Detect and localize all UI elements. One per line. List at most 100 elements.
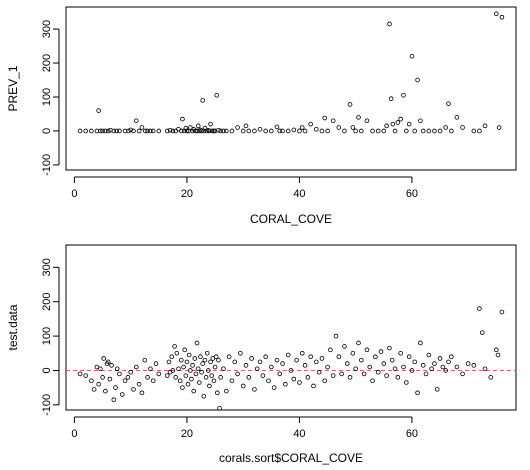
data-point bbox=[308, 354, 313, 360]
data-point bbox=[201, 393, 207, 399]
data-point bbox=[214, 92, 220, 98]
data-point bbox=[197, 128, 202, 134]
data-point bbox=[257, 359, 263, 365]
data-point bbox=[339, 371, 344, 377]
data-point bbox=[342, 128, 347, 134]
data-point bbox=[359, 357, 364, 363]
data-point bbox=[136, 128, 142, 134]
data-point bbox=[488, 375, 493, 380]
data-point bbox=[201, 128, 207, 134]
data-point bbox=[495, 352, 501, 358]
data-point bbox=[311, 383, 316, 389]
data-point bbox=[101, 356, 106, 361]
data-point bbox=[308, 121, 313, 127]
data-point bbox=[257, 126, 263, 132]
data-point bbox=[390, 121, 396, 127]
data-point bbox=[150, 128, 156, 134]
data-point bbox=[314, 126, 319, 132]
data-point bbox=[401, 364, 406, 370]
data-point bbox=[367, 364, 373, 370]
data-point bbox=[164, 373, 170, 378]
data-point bbox=[271, 385, 277, 390]
data-point bbox=[333, 333, 339, 339]
data-point bbox=[179, 357, 184, 363]
data-point bbox=[460, 371, 465, 377]
x-tick-label: 60 bbox=[406, 188, 418, 200]
data-point bbox=[232, 359, 238, 365]
data-point bbox=[83, 373, 88, 378]
data-point bbox=[105, 128, 111, 134]
data-point bbox=[404, 380, 409, 385]
data-point bbox=[387, 345, 392, 351]
data-point bbox=[432, 128, 437, 134]
data-point bbox=[277, 371, 283, 377]
data-point bbox=[190, 363, 195, 368]
data-point bbox=[114, 366, 120, 372]
data-point bbox=[145, 375, 150, 380]
y-tick-label: 300 bbox=[41, 258, 53, 276]
data-point bbox=[494, 347, 499, 353]
data-point bbox=[105, 359, 111, 365]
data-point bbox=[384, 373, 389, 378]
data-point bbox=[389, 357, 395, 363]
data-point bbox=[373, 354, 378, 360]
x-axis-label: CORAL_COVE bbox=[250, 212, 332, 226]
data-point bbox=[302, 128, 308, 134]
y-axis-label: PREV_1 bbox=[6, 65, 20, 111]
x-tick-label: 20 bbox=[181, 428, 193, 440]
data-point bbox=[370, 128, 375, 134]
data-point bbox=[277, 128, 283, 134]
data-point bbox=[216, 127, 221, 133]
data-point bbox=[217, 405, 222, 411]
data-point bbox=[218, 375, 223, 380]
data-point bbox=[274, 124, 280, 130]
y-tick-label: -100 bbox=[41, 154, 53, 176]
data-point bbox=[412, 128, 418, 134]
data-point bbox=[180, 116, 185, 122]
data-point bbox=[269, 364, 274, 370]
data-point bbox=[370, 378, 375, 384]
data-point bbox=[77, 371, 83, 377]
data-point bbox=[409, 53, 415, 59]
data-point bbox=[319, 128, 325, 134]
data-point bbox=[218, 128, 223, 134]
data-point bbox=[91, 387, 97, 392]
data-point bbox=[322, 115, 328, 121]
data-point bbox=[198, 354, 203, 360]
data-point bbox=[100, 128, 105, 134]
data-point bbox=[204, 350, 210, 356]
data-point bbox=[98, 128, 103, 134]
data-point bbox=[243, 363, 249, 368]
data-point bbox=[330, 373, 336, 378]
data-point bbox=[131, 387, 136, 392]
data-point bbox=[330, 118, 336, 124]
data-point bbox=[186, 352, 192, 358]
data-point bbox=[221, 128, 226, 134]
data-point bbox=[269, 128, 274, 134]
x-tick-label: 40 bbox=[293, 428, 305, 440]
data-point bbox=[454, 364, 460, 370]
data-point bbox=[437, 356, 443, 361]
y-tick-label: -100 bbox=[41, 394, 53, 416]
data-point bbox=[148, 366, 153, 372]
data-point bbox=[361, 371, 367, 377]
data-point bbox=[208, 121, 213, 127]
data-point bbox=[142, 357, 148, 363]
data-point bbox=[209, 373, 214, 378]
data-point bbox=[173, 375, 178, 380]
data-point bbox=[305, 375, 311, 380]
y-tick-label: 300 bbox=[41, 20, 53, 38]
y-tick-label: 0 bbox=[41, 367, 53, 373]
data-point bbox=[432, 361, 437, 366]
x-tick-label: 0 bbox=[71, 188, 77, 200]
data-point bbox=[252, 387, 257, 392]
data-point bbox=[169, 354, 175, 360]
data-point bbox=[325, 128, 330, 134]
data-point bbox=[224, 388, 229, 394]
data-point bbox=[246, 128, 252, 134]
data-point bbox=[182, 347, 187, 353]
data-point bbox=[359, 128, 364, 134]
data-point bbox=[260, 373, 266, 378]
data-point bbox=[499, 14, 505, 20]
data-point bbox=[131, 128, 136, 134]
